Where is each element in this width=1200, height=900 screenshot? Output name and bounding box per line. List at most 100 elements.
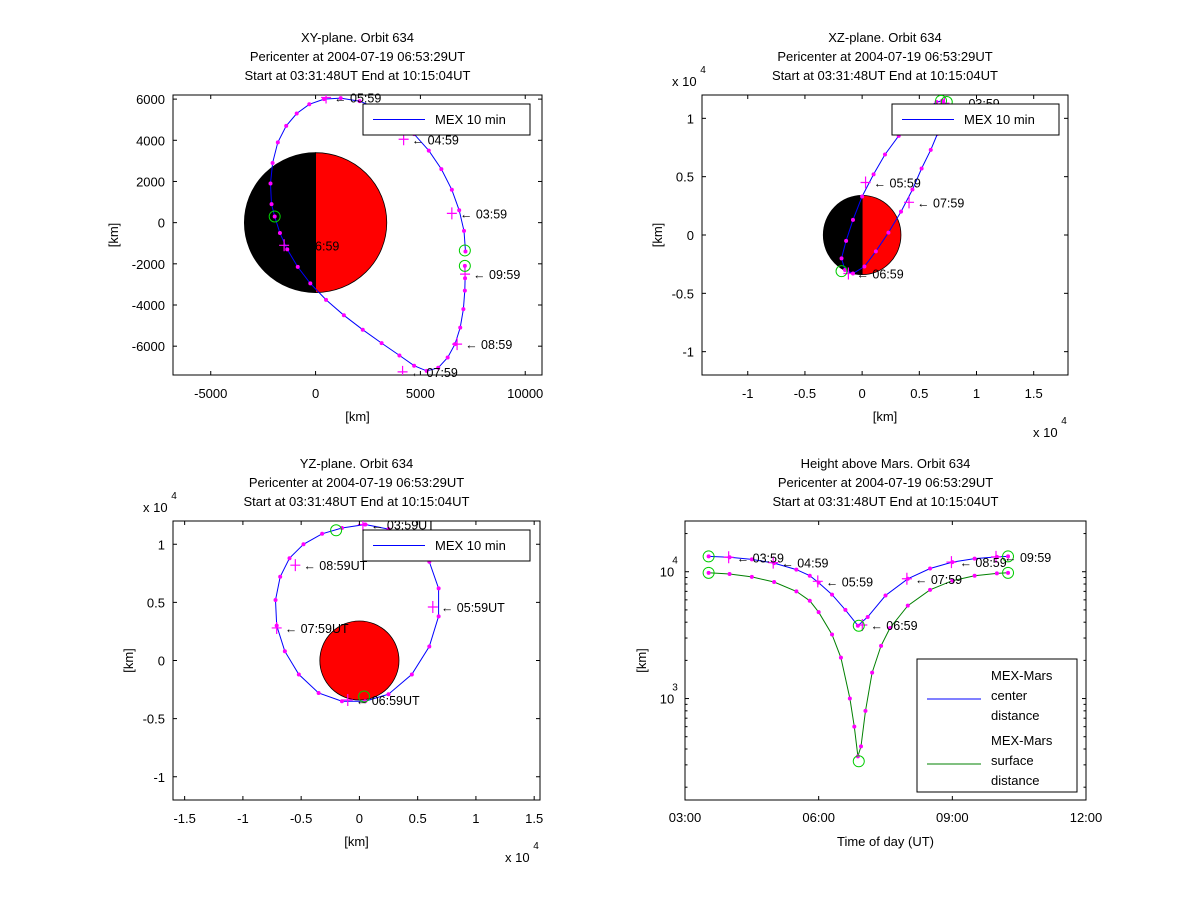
xy-orbit-dot	[462, 263, 467, 268]
series-dot-1	[1006, 570, 1011, 575]
xy-orbit-dot	[272, 214, 277, 219]
xy-time-plus	[321, 95, 332, 104]
series-dot-0	[972, 556, 977, 561]
height-start-end-circle	[1002, 550, 1015, 563]
series-dot-1	[863, 708, 868, 713]
xy-orbit-dot	[445, 355, 450, 360]
series-dot-1	[830, 632, 835, 637]
height-legend-text: distance	[991, 773, 1039, 788]
yz-orbit-dot	[278, 574, 283, 579]
series-dot-0	[843, 607, 848, 612]
yz-title-line: YZ-plane. Orbit 634	[300, 456, 413, 471]
x-tick-label: 1.5	[1025, 386, 1043, 401]
y-tick-label: -0.5	[672, 286, 694, 301]
xy-orbit-dot	[275, 140, 280, 145]
series-dot-1	[858, 744, 863, 749]
yz-orbit-dot	[287, 556, 292, 561]
xy-legend-text: MEX 10 min	[435, 112, 506, 127]
height-start-end-circle	[852, 619, 865, 632]
y-tick-label: 0.5	[676, 170, 694, 185]
xy-time-label: ← 07:59	[411, 366, 458, 380]
series-dot-0	[830, 592, 835, 597]
x-tick-label: 06:00	[802, 810, 835, 825]
height-time-label: ← 04:59	[781, 557, 828, 571]
yz-time-plus	[427, 601, 438, 614]
yz-orbit-dot	[409, 672, 414, 677]
xz-time-label: ← 06:59	[856, 268, 903, 282]
height-time-label: ← 06:59	[870, 619, 917, 633]
xz-orbit-dot	[928, 147, 933, 152]
height-title-line: Pericenter at 2004-07-19 06:53:29UT	[778, 475, 993, 490]
y-tick-label: 6000	[136, 92, 165, 107]
xy-time-label: ← 09:59	[473, 268, 520, 282]
height-time-label: ← 03:59	[737, 551, 784, 565]
yz-time-plus	[271, 621, 282, 634]
xy-y-axis-label: [km]	[106, 223, 121, 248]
xz-time-plus	[904, 196, 915, 209]
height-legend-text: MEX-Mars	[991, 733, 1053, 748]
xy-orbit-dot	[449, 187, 454, 192]
xy-time-label: ← 04:59	[412, 133, 459, 147]
mars-nightside	[244, 152, 316, 293]
xz-orbit-dot	[886, 230, 891, 235]
x-tick-label: 5000	[406, 386, 435, 401]
y-tick-label: 1	[158, 537, 165, 552]
series-dot-1	[727, 571, 732, 576]
mars-dayside	[861, 194, 902, 276]
y-tick-label: -4000	[132, 298, 165, 313]
yz-orbit-dot	[386, 692, 391, 697]
xy-orbit-dot	[308, 281, 313, 286]
yz-orbit-dot	[436, 586, 441, 591]
xz-x-axis-label: [km]	[873, 409, 898, 424]
y-tick-label: 2000	[136, 174, 165, 189]
xy-orbit-dot	[462, 228, 467, 233]
series-dot-1	[816, 610, 821, 615]
yz-title-line: Pericenter at 2004-07-19 06:53:29UT	[249, 475, 464, 490]
height-title-line: Start at 03:31:48UT End at 10:15:04UT	[773, 494, 999, 509]
xz-orbit-dot	[899, 209, 904, 214]
series-dot-1	[794, 589, 799, 594]
xy-orbit-dot	[379, 341, 384, 346]
yz-orbit-dot	[282, 649, 287, 654]
height-y-axis-label: [km]	[634, 648, 649, 673]
xz-title-line: Pericenter at 2004-07-19 06:53:29UT	[777, 49, 992, 64]
xy-orbit-dot	[463, 249, 468, 254]
x-exponent-label: x 10	[505, 850, 530, 865]
yz-orbit-dot	[301, 542, 306, 547]
xz-time-label: ← 05:59	[874, 177, 921, 191]
xy-orbit-dot	[439, 167, 444, 172]
x-exponent-label: x 10	[1033, 425, 1058, 440]
xy-orbit-dot	[360, 327, 365, 332]
y-tick-label: 0	[687, 228, 694, 243]
xy-orbit-dot	[324, 297, 329, 302]
yz-x-axis-label: [km]	[344, 834, 369, 849]
y-exponent-label: x 10	[672, 74, 697, 89]
series-dot-1	[994, 571, 999, 576]
xy-orbit-dot	[424, 368, 429, 373]
xy-orbit-dot	[397, 353, 402, 358]
xz-orbit-dot	[919, 166, 924, 171]
series-dot-0	[794, 567, 799, 572]
height-legend-box	[916, 658, 1078, 793]
xy-time-label: ← 03:59	[460, 207, 507, 221]
x-exponent-power: 4	[533, 841, 539, 852]
series-dot-1	[706, 570, 711, 575]
xy-time-plus	[460, 268, 471, 281]
height-time-plus	[723, 551, 734, 564]
yz-time-plus	[342, 694, 353, 707]
xy-orbit-dot	[357, 99, 362, 104]
xy-orbit-dot	[462, 288, 467, 293]
xy-time-plus	[397, 365, 408, 375]
height-x-axis-label: Time of day (UT)	[837, 834, 934, 849]
height-start-end-circle	[1002, 566, 1015, 579]
xy-time-label: ← 08:59	[465, 338, 512, 352]
y-tick-label: -6000	[132, 339, 165, 354]
height-time-plus	[901, 572, 912, 585]
xy-x-axis-label: [km]	[345, 409, 370, 424]
xz-y-axis-label: [km]	[650, 223, 665, 248]
x-tick-label: 12:00	[1070, 810, 1103, 825]
xz-start-end-circle	[835, 265, 848, 278]
series-dot-1	[749, 574, 754, 579]
y-tick-base: 10	[660, 692, 674, 707]
